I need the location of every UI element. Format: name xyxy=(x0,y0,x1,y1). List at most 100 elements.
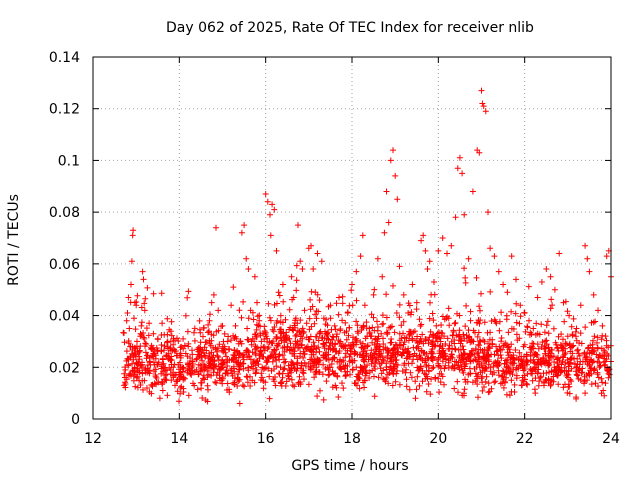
data-point xyxy=(125,294,132,301)
data-point xyxy=(274,300,280,307)
grid-layer xyxy=(93,57,611,419)
data-point xyxy=(482,364,489,371)
data-point xyxy=(277,364,284,371)
data-point xyxy=(550,325,557,332)
data-point xyxy=(142,349,149,356)
data-point xyxy=(497,346,504,353)
data-point xyxy=(476,342,483,349)
data-point xyxy=(359,354,366,361)
data-point xyxy=(543,337,550,344)
data-point xyxy=(482,108,489,115)
data-point xyxy=(478,375,485,382)
data-point xyxy=(572,333,579,340)
data-point xyxy=(244,379,251,386)
data-point xyxy=(408,374,415,381)
data-point xyxy=(198,385,205,392)
data-point xyxy=(465,255,472,262)
data-point xyxy=(575,375,582,382)
data-point xyxy=(562,340,569,347)
data-point xyxy=(334,358,341,365)
data-point xyxy=(167,366,174,373)
data-point xyxy=(368,347,375,354)
data-point xyxy=(189,363,196,369)
data-point xyxy=(588,381,595,388)
data-point xyxy=(269,340,276,347)
data-point xyxy=(503,374,510,381)
data-point xyxy=(504,289,511,296)
data-point xyxy=(330,370,337,377)
data-point xyxy=(396,263,403,270)
data-point xyxy=(388,352,395,359)
data-point xyxy=(180,335,187,342)
data-point xyxy=(584,255,591,262)
data-point xyxy=(423,362,430,369)
data-point xyxy=(154,335,161,342)
data-point xyxy=(573,325,580,332)
data-point xyxy=(131,368,138,375)
data-point xyxy=(422,375,429,382)
data-point xyxy=(516,349,523,356)
data-point xyxy=(406,302,413,309)
data-point xyxy=(312,311,319,318)
data-point xyxy=(588,370,595,377)
data-point xyxy=(505,329,512,336)
data-point xyxy=(315,337,322,344)
data-point xyxy=(201,366,208,373)
data-point xyxy=(155,379,162,386)
data-point xyxy=(140,386,146,393)
data-point xyxy=(452,319,459,326)
data-point xyxy=(454,310,460,317)
data-point xyxy=(425,367,432,374)
data-point xyxy=(506,346,513,353)
data-point xyxy=(476,320,483,327)
data-point xyxy=(127,343,134,350)
data-point xyxy=(539,358,546,364)
data-point xyxy=(445,359,452,366)
data-point xyxy=(532,364,539,371)
data-point xyxy=(481,319,488,326)
data-point xyxy=(529,366,536,373)
data-point xyxy=(197,368,204,375)
data-point xyxy=(600,359,607,366)
data-point xyxy=(267,317,274,324)
data-point xyxy=(429,355,436,362)
data-point xyxy=(369,354,376,361)
data-point xyxy=(421,349,428,356)
data-point xyxy=(282,316,289,323)
data-point xyxy=(283,337,290,344)
data-point xyxy=(292,365,298,372)
data-point xyxy=(205,355,212,362)
y-tick-label: 0.02 xyxy=(49,360,80,376)
data-point xyxy=(379,321,386,328)
data-point xyxy=(357,339,364,346)
data-point xyxy=(403,383,410,390)
data-point xyxy=(264,345,271,352)
data-point xyxy=(590,291,597,298)
data-point xyxy=(349,359,356,366)
data-point xyxy=(562,359,569,366)
data-point xyxy=(598,336,605,343)
data-point xyxy=(516,335,523,342)
data-point xyxy=(354,322,361,329)
data-point xyxy=(473,274,480,281)
data-point xyxy=(248,341,255,348)
data-point xyxy=(383,314,390,321)
data-point xyxy=(407,369,414,376)
data-point xyxy=(290,327,296,334)
data-point xyxy=(230,356,237,363)
data-point xyxy=(461,335,468,342)
data-point xyxy=(250,316,257,323)
data-point xyxy=(215,345,221,352)
data-point xyxy=(459,392,466,399)
data-point xyxy=(324,332,331,338)
y-tick-label: 0 xyxy=(71,412,80,428)
data-point xyxy=(425,340,432,347)
data-point xyxy=(352,350,359,356)
data-point xyxy=(473,357,479,364)
data-point xyxy=(592,318,599,325)
data-point xyxy=(417,323,424,329)
data-point xyxy=(471,365,478,372)
data-point xyxy=(166,326,173,333)
data-point xyxy=(405,345,412,352)
